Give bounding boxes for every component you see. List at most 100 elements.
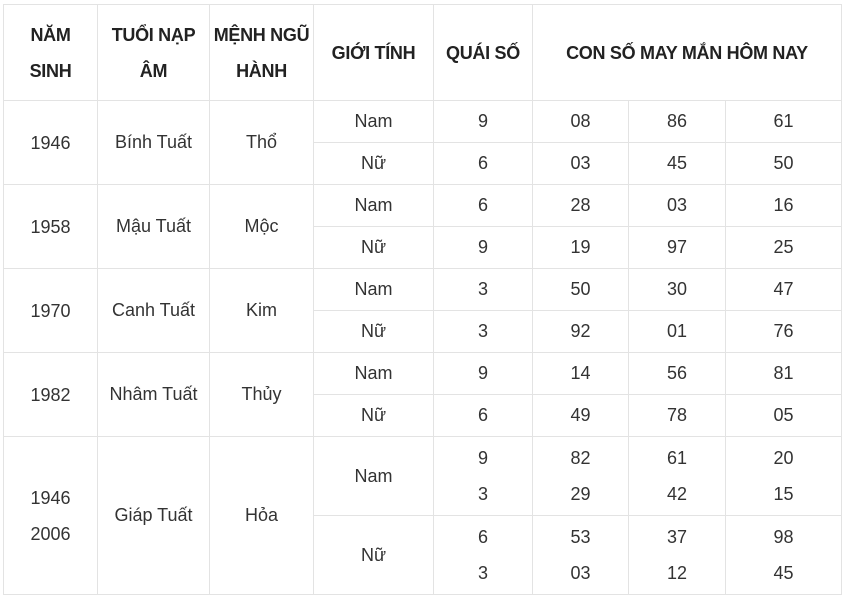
lucky-number-line: 20 (773, 448, 794, 468)
lucky-number: 50 (724, 142, 843, 185)
header-line: HÀNH (236, 60, 287, 81)
table-row: Nữ 6 3 53 03 37 12 98 45 (4, 515, 843, 595)
lucky-number: 92 (532, 310, 629, 353)
header-row: NĂM SINH TUỔI NẠP ÂM MỆNH NGŨ HÀNH GIỚI TÍN… (3, 4, 843, 101)
header-tuoi-nap-am: TUỔI NẠP ÂM (97, 4, 210, 101)
lucky-number: 53 03 (532, 515, 629, 595)
nap-am: Nhâm Tuất (97, 352, 210, 437)
gender: Nam (313, 352, 434, 395)
quai-so-line: 9 (477, 448, 488, 468)
birth-year-line: 1970 (30, 300, 71, 321)
quai-so: 6 (433, 142, 533, 185)
menh: Kim (209, 268, 314, 353)
gender: Nam (313, 184, 434, 227)
nap-am: Bính Tuất (97, 100, 210, 185)
lucky-number: 08 (532, 100, 629, 143)
lucky-number-line: 03 (570, 563, 591, 583)
nap-am: Canh Tuất (97, 268, 210, 353)
lucky-number: 61 42 (628, 436, 726, 516)
birth-year-line: 1946 (30, 132, 71, 153)
lucky-number-line: 45 (773, 563, 794, 583)
table-row: 1970 Canh Tuất Kim Nam 3 50 30 47 (3, 268, 843, 353)
header-nam-sinh: NĂM SINH (3, 4, 98, 101)
header-line: SINH (29, 60, 72, 81)
lucky-number: 30 (628, 268, 726, 311)
table-row: 1958 Mậu Tuất Mộc Nam 6 28 03 16 (3, 184, 843, 269)
lucky-number: 82 29 (532, 436, 629, 516)
lucky-number: 45 (628, 142, 726, 185)
gender: Nam (313, 100, 434, 143)
lucky-number-line: 37 (666, 527, 688, 547)
lucky-number: 03 (532, 142, 629, 185)
nap-am: Giáp Tuất (97, 436, 210, 595)
lucky-number: 20 15 (724, 436, 843, 516)
table-row: 1946 Bính Tuất Thổ Nam 9 08 86 61 (3, 100, 843, 185)
lucky-number: 47 (724, 268, 843, 311)
table-row: Nữ 9 19 97 25 (4, 226, 843, 269)
gender: Nữ (313, 226, 434, 269)
gender: Nữ (313, 142, 434, 185)
header-line: MỆNH NGŨ (213, 24, 310, 45)
gender: Nam (313, 436, 434, 516)
lucky-number: 98 45 (724, 515, 843, 595)
header-menh: MỆNH NGŨ HÀNH (209, 4, 314, 101)
lucky-number: 28 (532, 184, 629, 227)
lucky-number-line: 42 (666, 484, 688, 504)
birth-year: 1958 (3, 184, 98, 269)
header-line: NĂM (30, 24, 71, 45)
lucky-number: 01 (628, 310, 726, 353)
quai-so: 3 (433, 310, 533, 353)
lucky-number: 03 (628, 184, 726, 227)
lucky-number-table: NĂM SINH TUỔI NẠP ÂM MỆNH NGŨ HÀNH GIỚI TÍN… (3, 4, 843, 595)
lucky-number: 50 (532, 268, 629, 311)
quai-so-line: 3 (477, 484, 488, 504)
lucky-number: 76 (724, 310, 843, 353)
lucky-number: 61 (724, 100, 843, 143)
gender: Nữ (313, 394, 434, 437)
lucky-number-line: 12 (666, 563, 688, 583)
birth-year: 1946 (3, 100, 98, 185)
header-gioi-tinh: GIỚI TÍNH (313, 4, 434, 101)
quai-so: 3 (433, 268, 533, 311)
menh: Mộc (209, 184, 314, 269)
header-quai-so: QUÁI SỐ (433, 4, 533, 101)
quai-so: 6 (433, 184, 533, 227)
table-row: Nữ 6 03 45 50 (4, 142, 843, 185)
birth-year-line: 1946 (30, 487, 71, 508)
quai-so: 9 (433, 352, 533, 395)
nap-am: Mậu Tuất (97, 184, 210, 269)
lucky-number: 97 (628, 226, 726, 269)
gender: Nam (313, 268, 434, 311)
menh: Hỏa (209, 436, 314, 595)
birth-year-line: 1958 (30, 216, 71, 237)
lucky-number-line: 15 (773, 484, 794, 504)
lucky-number-line: 98 (773, 527, 794, 547)
quai-so-line: 3 (477, 563, 488, 583)
table-row: Nữ 6 49 78 05 (4, 394, 843, 437)
lucky-number: 19 (532, 226, 629, 269)
lucky-number-line: 53 (570, 527, 591, 547)
lucky-number: 56 (628, 352, 726, 395)
lucky-number: 81 (724, 352, 843, 395)
quai-so: 9 (433, 226, 533, 269)
birth-year: 1982 (3, 352, 98, 437)
birth-year-line: 2006 (30, 523, 71, 544)
header-line: ÂM (139, 60, 168, 81)
lucky-number-line: 29 (570, 484, 591, 504)
lucky-number: 05 (724, 394, 843, 437)
lucky-number: 78 (628, 394, 726, 437)
lucky-number: 37 12 (628, 515, 726, 595)
menh: Thủy (209, 352, 314, 437)
gender: Nữ (313, 515, 434, 595)
header-line: TUỔI NẠP (111, 24, 196, 45)
lucky-number: 49 (532, 394, 629, 437)
quai-so: 9 (433, 100, 533, 143)
quai-so: 6 (433, 394, 533, 437)
birth-year: 1970 (3, 268, 98, 353)
table-row: 1946 2006 Giáp Tuất Hỏa Nam 9 3 82 29 61 42 20 15 (3, 436, 843, 595)
lucky-number-line: 61 (666, 448, 688, 468)
header-con-so: CON SỐ MAY MẮN HÔM NAY (531, 4, 843, 101)
quai-so-line: 6 (477, 527, 488, 547)
